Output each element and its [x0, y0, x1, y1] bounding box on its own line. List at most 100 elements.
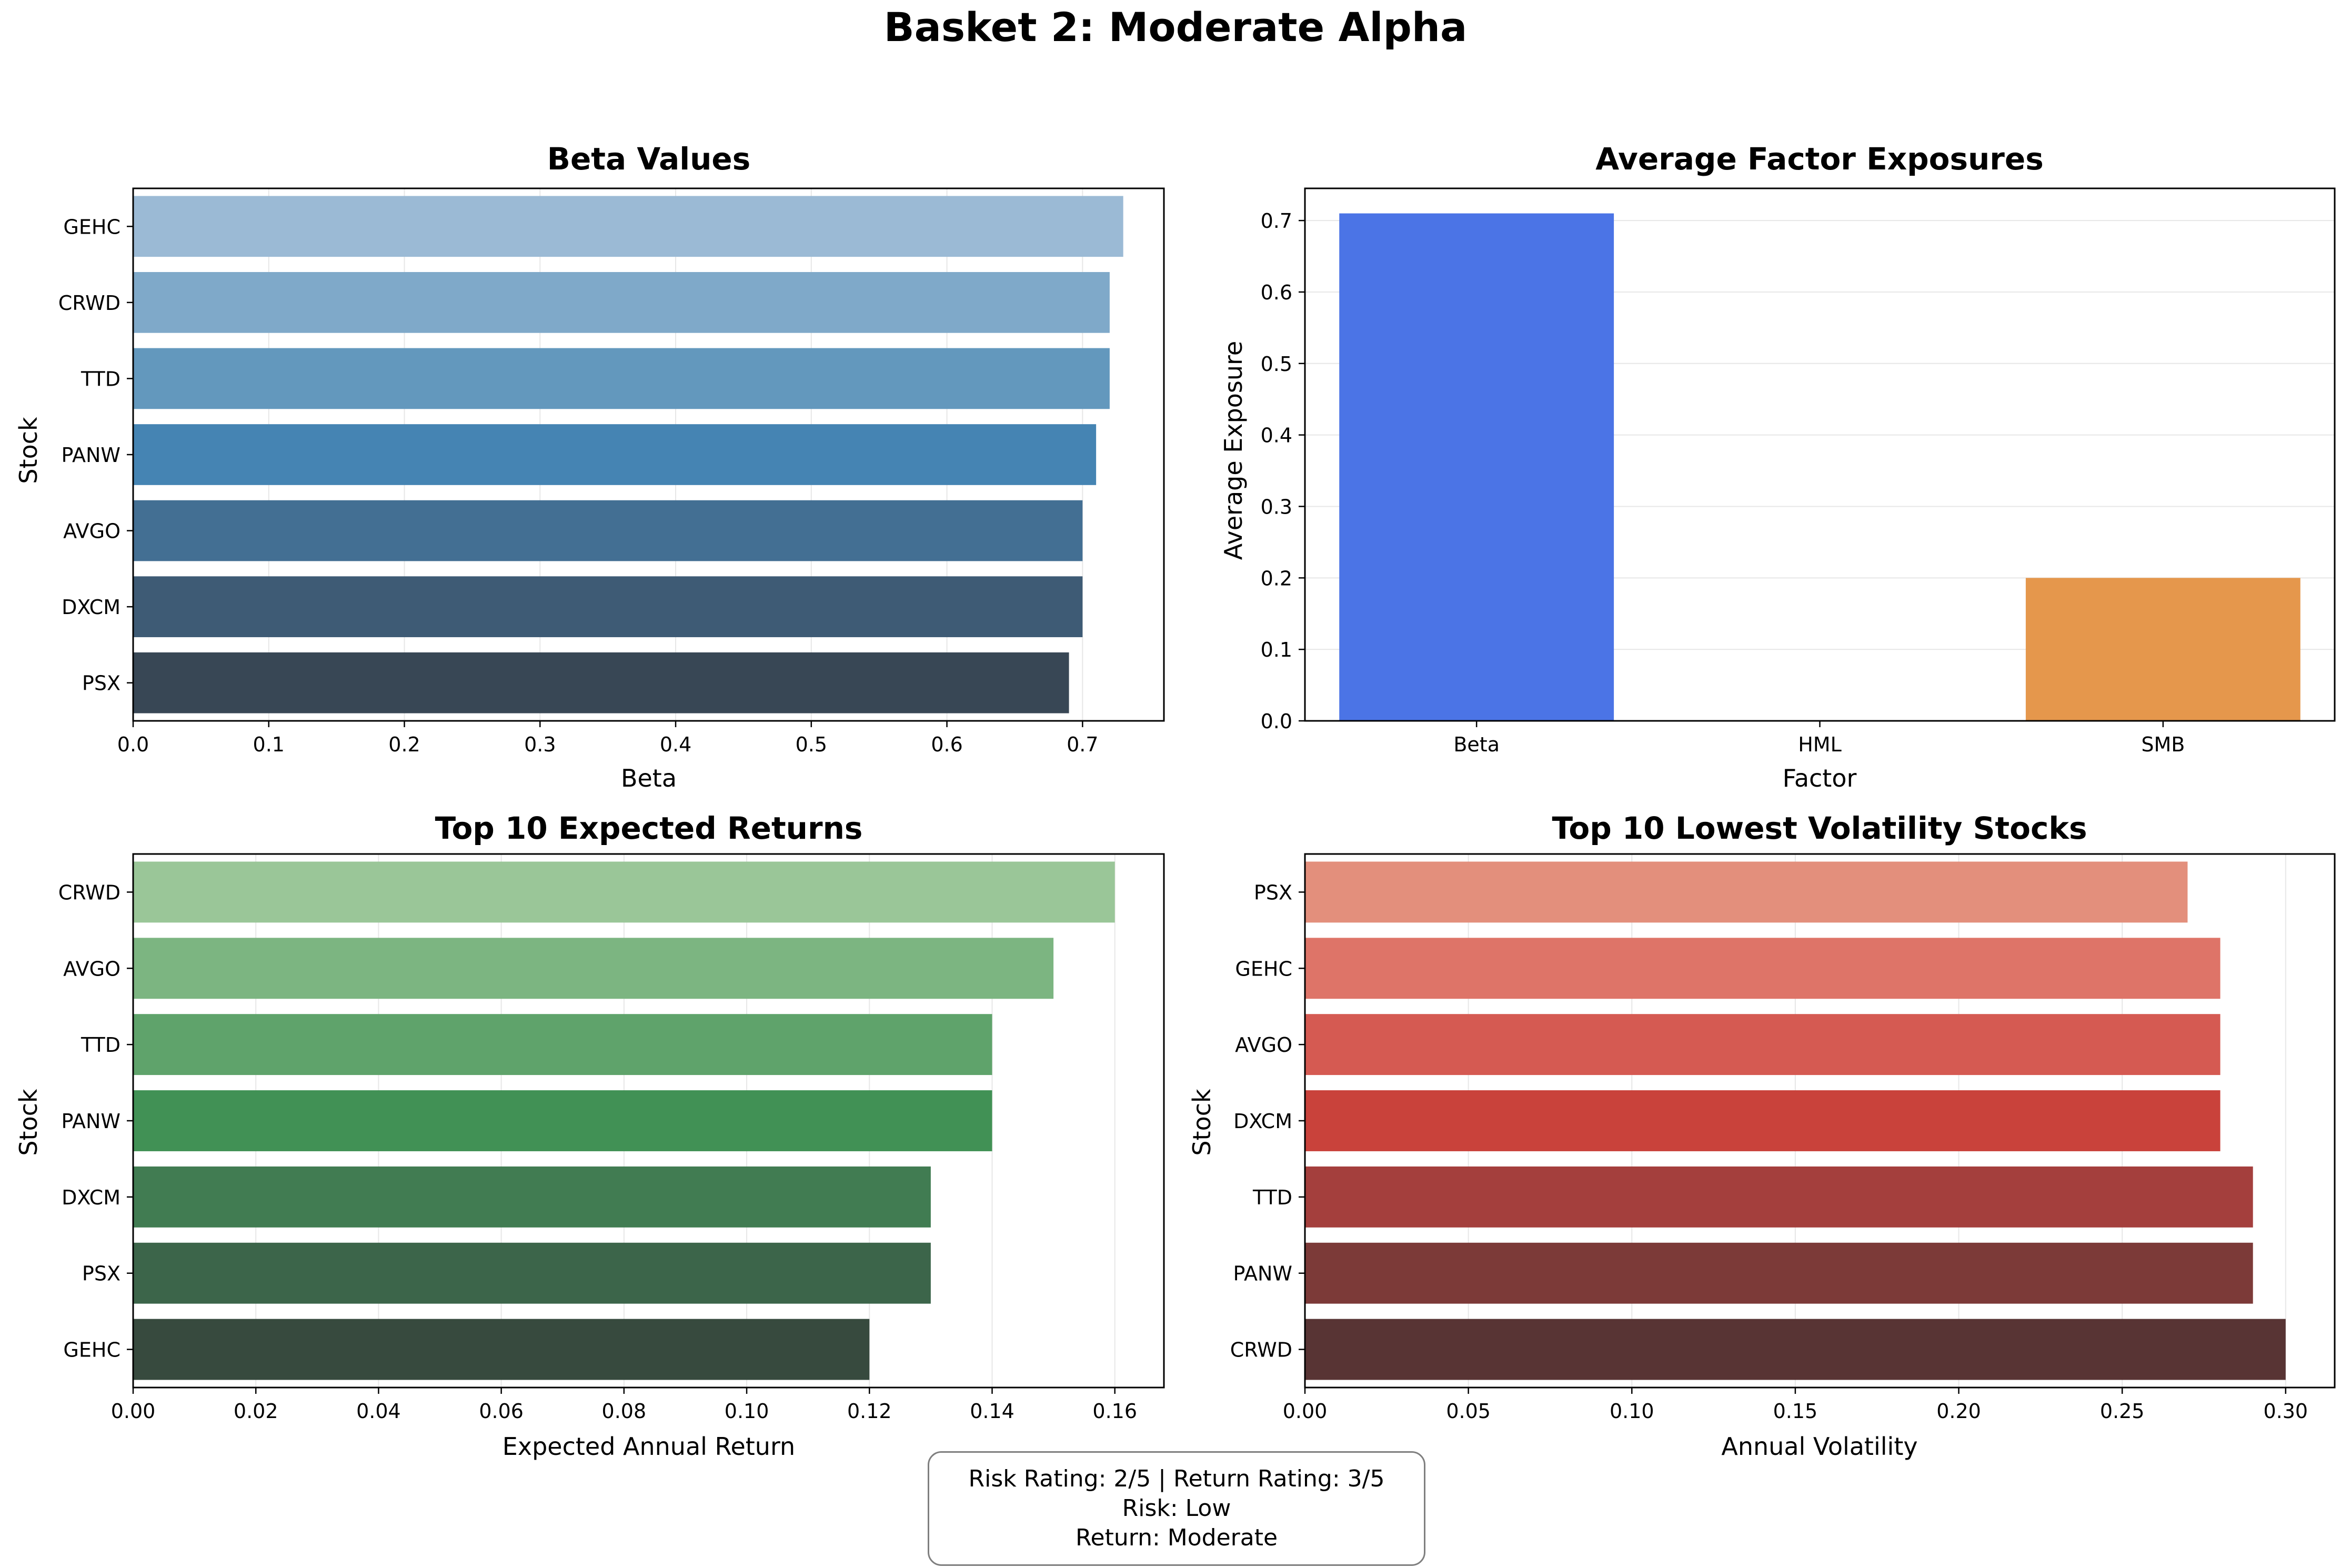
volatility-x-tick-label: 0.00 — [1283, 1400, 1328, 1423]
factors-x-tick-label: SMB — [2141, 733, 2185, 756]
returns-x-tick-label: 0.04 — [356, 1400, 401, 1423]
returns-y-tick-label: DXCM — [62, 1186, 120, 1209]
beta-y-tick-label: PSX — [82, 672, 120, 695]
factors-x-tick-label: Beta — [1453, 733, 1500, 756]
return-line: Return: Moderate — [1075, 1524, 1278, 1551]
returns-x-tick-label: 0.02 — [234, 1400, 278, 1423]
returns-y-axis-label: Stock — [14, 1089, 43, 1156]
returns-y-tick-label: PANW — [62, 1110, 120, 1133]
returns-x-tick-label: 0.00 — [111, 1400, 156, 1423]
beta-chart-title: Beta Values — [547, 141, 751, 177]
volatility-y-tick-label: AVGO — [1235, 1033, 1292, 1057]
returns-bar-psx — [133, 1242, 931, 1304]
factors-axes-frame — [1304, 187, 2336, 722]
factors-y-tick-label: 0.3 — [1261, 495, 1292, 518]
volatility-bar-dxcm — [1305, 1090, 2221, 1151]
returns-x-tick-label: 0.06 — [479, 1400, 524, 1423]
returns-y-tick-label: TTD — [81, 1033, 120, 1057]
volatility-plot-area: PSX GEHC AVGO DXCM TTD PANW CRWD 0.00 0.05 0.10 0.… — [1230, 853, 2336, 1423]
factors-y-tick-label: 0.5 — [1261, 353, 1292, 376]
beta-x-tick-label: 0.4 — [660, 733, 691, 756]
factors-y-axis-label: Average Exposure — [1219, 341, 1248, 560]
volatility-y-axis-label: Stock — [1188, 1089, 1216, 1156]
volatility-axes-frame — [1304, 853, 2336, 1389]
returns-bar-ttd — [133, 1014, 992, 1076]
beta-bar-dxcm — [133, 576, 1083, 637]
factors-plot-area: 0.0 0.1 0.2 0.3 0.4 0.5 0.6 0.7 Beta HML SMB — [1261, 187, 2336, 756]
volatility-bar-avgo — [1305, 1014, 2221, 1076]
factors-bar-beta — [1339, 213, 1614, 721]
beta-plot-area: GEHC CRWD TTD PANW AVGO DXCM PSX 0.0 0.1 0.2 0.3 0.… — [58, 187, 1165, 756]
factors-y-tick-label: 0.7 — [1261, 209, 1292, 233]
rating-info-box: Risk Rating: 2/5 | Return Rating: 3/5 Ri… — [928, 1451, 1425, 1566]
beta-x-tick-label: 0.7 — [1067, 733, 1098, 756]
volatility-y-tick-label: DXCM — [1233, 1110, 1292, 1133]
beta-bar-panw — [133, 424, 1097, 485]
risk-line: Risk: Low — [1122, 1495, 1231, 1522]
beta-x-tick-label: 0.1 — [253, 733, 285, 756]
factors-x-tick-label: HML — [1798, 733, 1842, 756]
volatility-y-tick-label: TTD — [1252, 1186, 1292, 1209]
beta-bar-psx — [133, 652, 1069, 713]
beta-x-tick-label: 0.0 — [117, 733, 149, 756]
volatility-y-tick-label: GEHC — [1235, 957, 1292, 980]
volatility-x-tick-label: 0.25 — [2100, 1400, 2145, 1423]
factors-bar-smb — [2025, 578, 2300, 721]
volatility-x-tick-label: 0.15 — [1773, 1400, 1818, 1423]
returns-bar-avgo — [133, 938, 1054, 999]
returns-bar-dxcm — [133, 1166, 931, 1228]
volatility-x-tick-label: 0.10 — [1610, 1400, 1654, 1423]
returns-y-tick-label: PSX — [82, 1262, 120, 1285]
returns-x-tick-label: 0.16 — [1092, 1400, 1137, 1423]
returns-x-tick-label: 0.08 — [602, 1400, 647, 1423]
returns-bar-crwd — [133, 861, 1115, 923]
beta-x-tick-label: 0.5 — [796, 733, 827, 756]
returns-bar-gehc — [133, 1319, 870, 1380]
volatility-x-axis-label: Annual Volatility — [1721, 1432, 1917, 1461]
factors-y-tick-label: 0.1 — [1261, 638, 1292, 661]
volatility-bar-gehc — [1305, 938, 2221, 999]
volatility-x-tick-label: 0.05 — [1446, 1400, 1491, 1423]
factors-chart-title: Average Factor Exposures — [1595, 141, 2044, 177]
volatility-bar-psx — [1305, 861, 2188, 923]
volatility-y-tick-label: PSX — [1254, 881, 1292, 904]
panel-factor-exposures: Average Factor Exposures 0.0 0.1 0.2 0.3 0.4… — [1219, 141, 2336, 792]
factors-y-tick-label: 0.2 — [1261, 567, 1292, 590]
volatility-y-tick-label: PANW — [1233, 1262, 1292, 1285]
returns-x-tick-label: 0.12 — [847, 1400, 892, 1423]
beta-bar-gehc — [133, 196, 1123, 257]
beta-y-tick-label: DXCM — [62, 596, 120, 619]
beta-bar-crwd — [133, 272, 1110, 333]
beta-y-tick-label: AVGO — [63, 520, 120, 543]
factors-x-axis-label: Factor — [1783, 764, 1857, 792]
returns-plot-area: CRWD AVGO TTD PANW DXCM PSX GEHC 0.00 0.02 0.04 0.… — [58, 853, 1165, 1423]
beta-bar-avgo — [133, 500, 1083, 561]
beta-y-tick-label: PANW — [62, 444, 120, 467]
beta-y-axis-label: Stock — [14, 417, 43, 484]
returns-x-tick-label: 0.10 — [725, 1400, 769, 1423]
rating-line: Risk Rating: 2/5 | Return Rating: 3/5 — [968, 1465, 1385, 1492]
volatility-y-tick-label: CRWD — [1230, 1339, 1292, 1362]
returns-x-tick-label: 0.14 — [970, 1400, 1014, 1423]
returns-axes-frame — [132, 853, 1165, 1389]
returns-y-tick-label: CRWD — [58, 881, 120, 904]
beta-x-axis-label: Beta — [621, 764, 677, 792]
factors-y-tick-label: 0.0 — [1261, 710, 1292, 733]
returns-chart-title: Top 10 Expected Returns — [435, 810, 863, 846]
returns-y-tick-label: GEHC — [63, 1339, 120, 1362]
beta-x-tick-label: 0.3 — [524, 733, 556, 756]
volatility-x-tick-label: 0.20 — [1936, 1400, 1981, 1423]
returns-bar-panw — [133, 1090, 992, 1151]
panel-beta-values: Beta Values GEHC CRWD TTD PANW AVGO DXCM PSX 0.… — [14, 141, 1165, 792]
beta-x-tick-label: 0.6 — [931, 733, 962, 756]
beta-bar-ttd — [133, 348, 1110, 409]
beta-y-tick-label: GEHC — [63, 215, 120, 238]
beta-axes-frame — [132, 187, 1165, 722]
beta-x-tick-label: 0.2 — [388, 733, 420, 756]
beta-y-tick-label: TTD — [81, 367, 120, 390]
volatility-chart-title: Top 10 Lowest Volatility Stocks — [1552, 810, 2087, 846]
panel-expected-returns: Top 10 Expected Returns CRWD AVGO TTD PANW D… — [14, 810, 1165, 1461]
factors-y-tick-label: 0.6 — [1261, 281, 1292, 304]
returns-x-axis-label: Expected Annual Return — [503, 1432, 795, 1461]
